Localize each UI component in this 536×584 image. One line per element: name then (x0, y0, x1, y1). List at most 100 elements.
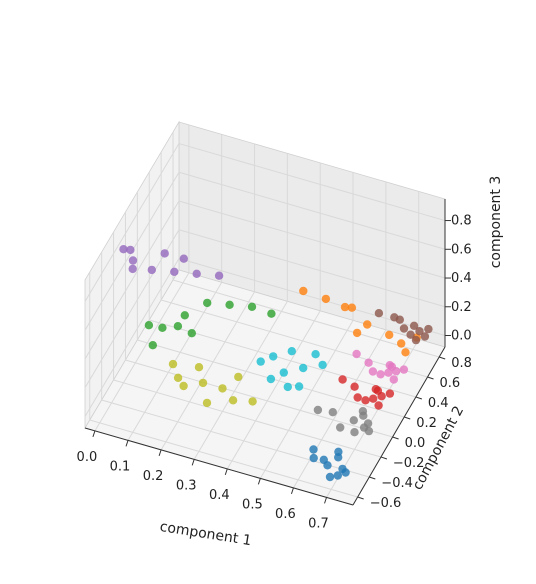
scatter-point (144, 321, 154, 330)
grid-line (161, 299, 428, 378)
scatter-point (225, 300, 234, 309)
scatter-point (309, 445, 318, 454)
grid-line (84, 143, 180, 302)
tick-mark (324, 497, 328, 504)
scatter-point (203, 298, 212, 308)
scatter-point (325, 472, 335, 482)
grid-line (193, 301, 288, 460)
scatter-point (338, 464, 347, 474)
tick-label: 0.3 (176, 478, 197, 493)
grid-line (178, 229, 446, 308)
scatter-point (202, 398, 212, 408)
tick-mark (380, 456, 388, 460)
grid-line (113, 379, 382, 458)
scatter-point (334, 447, 343, 456)
tick-label: −0.2 (393, 456, 425, 471)
scatter-point (194, 363, 204, 372)
grid-line (178, 200, 446, 279)
scatter-point (187, 329, 196, 338)
scatter-point (424, 324, 433, 334)
tick-mark (224, 468, 228, 476)
tick-mark (357, 496, 364, 500)
grid-line (160, 291, 255, 451)
scatter-point (415, 327, 424, 336)
scatter-point (350, 382, 359, 391)
scatter-point (311, 350, 320, 359)
scatter-point (214, 271, 224, 280)
scatter-point (309, 453, 318, 463)
grid-line (293, 329, 387, 489)
scatter-point (364, 426, 374, 436)
tick-mark (290, 487, 294, 495)
tick-label: 0.4 (428, 396, 449, 411)
scatter-point (148, 341, 157, 350)
tick-label: 0.7 (308, 516, 329, 531)
tick-label: 0.0 (77, 450, 98, 465)
scatter-point (353, 393, 362, 402)
scatter-point (299, 363, 308, 373)
tick-labels: 0.0 0.1 0.2 0.3 0.4 0.5 0.6 0.7 −0.6 −0.4 −0.2 0.0 0… (77, 214, 472, 532)
x-axis-label: component 1 (159, 519, 253, 549)
scatter-point (158, 323, 167, 332)
tick-label: 0.6 (451, 242, 472, 257)
scatter-point (170, 267, 179, 276)
scatter-point (385, 330, 394, 340)
tick-label: 0.2 (143, 469, 164, 484)
scatter-point (401, 348, 410, 357)
scatter-point (336, 423, 345, 432)
grid-line (178, 143, 446, 222)
scatter-point (234, 372, 243, 382)
scatter-point (397, 339, 406, 348)
tick-mark (392, 436, 399, 440)
grid-line (84, 200, 180, 360)
scatter-point (128, 264, 137, 274)
scatter-point (198, 378, 208, 388)
scatter-point (180, 311, 189, 320)
scatter-point (411, 335, 421, 345)
scatter-point (352, 328, 362, 338)
tick-mark (369, 476, 376, 480)
tick-label: 0.4 (451, 271, 472, 286)
tick-mark (427, 376, 434, 380)
scatter-point (321, 294, 331, 304)
scatter-point (399, 324, 409, 333)
tick-mark (415, 396, 423, 400)
grid-line (94, 272, 190, 432)
scatter-point (279, 368, 288, 377)
scatter-point (349, 416, 358, 425)
scatter-point (347, 303, 357, 312)
tick-label: 0.4 (209, 488, 230, 503)
grid-line (178, 171, 446, 250)
scatter-point (128, 256, 138, 265)
scatter-point (256, 357, 265, 366)
scatter-point (173, 322, 183, 331)
scatter-point (269, 352, 278, 361)
axis-panes (84, 120, 446, 506)
scatter-point (361, 396, 370, 405)
scatter-point (266, 374, 276, 384)
scatter-point (179, 254, 188, 263)
grid-line (125, 359, 393, 438)
scatter-point (364, 358, 373, 367)
scatter-point (363, 320, 372, 329)
scatter-point (160, 249, 169, 258)
scatter-point (119, 245, 128, 254)
grid-line (226, 310, 321, 470)
grid-line (172, 279, 440, 358)
tick-mark (257, 478, 261, 485)
tick-label: −0.4 (381, 476, 413, 491)
scatter-point (374, 401, 383, 410)
scatter-point (228, 396, 238, 405)
scatter-point (283, 382, 292, 392)
tick-mark (92, 430, 96, 438)
scatter-points (119, 245, 433, 482)
scatter-point (318, 360, 327, 370)
scatter-point (399, 365, 409, 374)
scatter-point (173, 373, 183, 382)
tick-label: 0.2 (451, 300, 472, 315)
tick-mark (191, 459, 195, 466)
grid-line (259, 320, 354, 479)
tick-label: 0.0 (405, 436, 426, 451)
scatter-point (287, 347, 296, 356)
scatter-point (358, 407, 368, 416)
